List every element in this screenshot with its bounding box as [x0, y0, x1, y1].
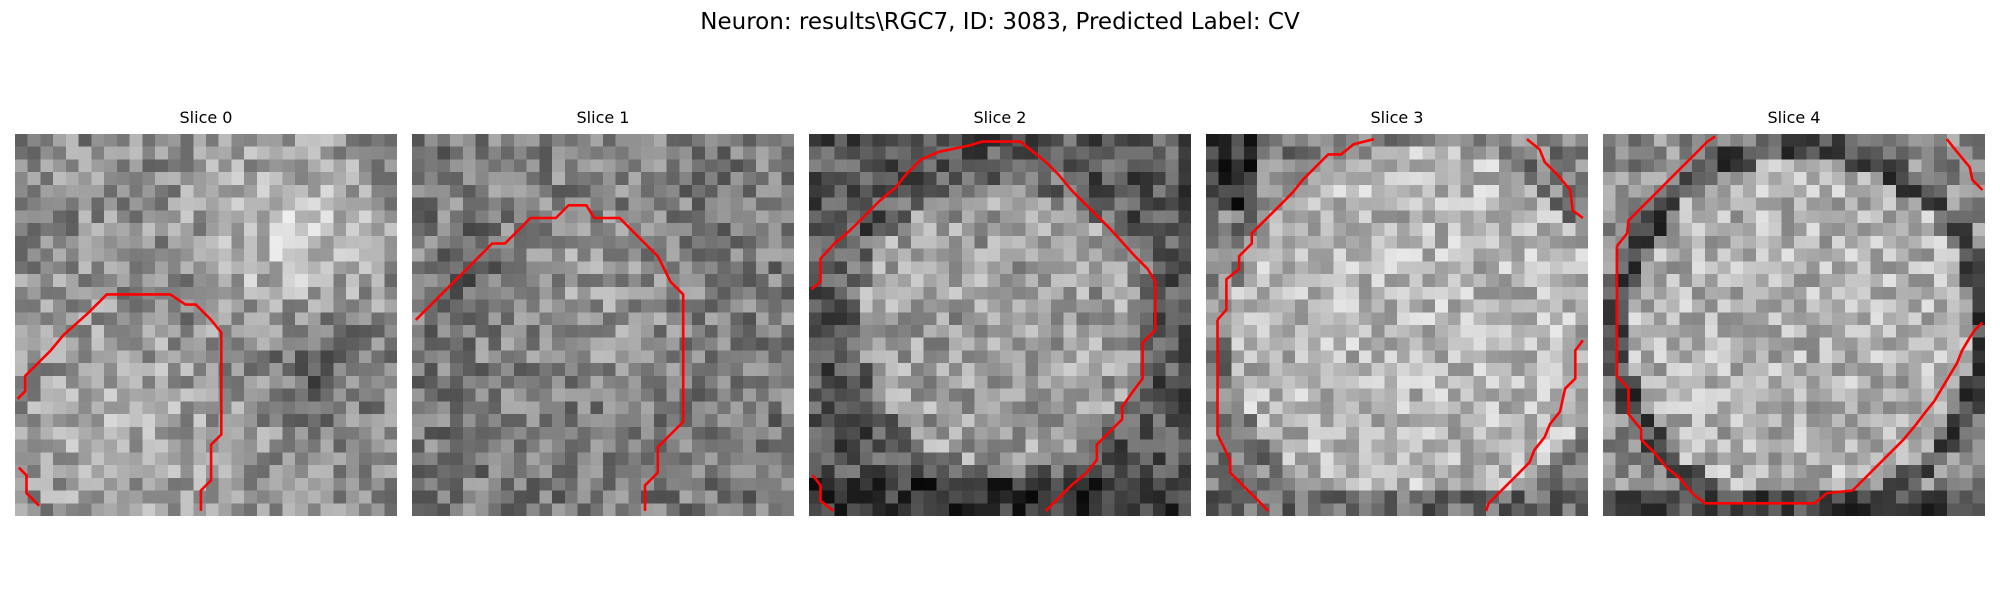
slice-title: Slice 0 — [179, 108, 233, 127]
slice-panel-2: Slice 2 — [809, 108, 1191, 520]
slice-image-3 — [1206, 134, 1588, 516]
slice-image-2 — [809, 134, 1191, 516]
slice-title: Slice 2 — [973, 108, 1027, 127]
contour-line — [1526, 138, 1584, 220]
slice-image-0 — [15, 134, 397, 516]
contour-line — [1615, 135, 1716, 247]
slice-image-1 — [412, 134, 794, 516]
slice-panel-4: Slice 4 — [1603, 108, 1985, 520]
contour-line — [810, 140, 1157, 512]
contour-line — [1945, 138, 1984, 191]
slice-panel-1: Slice 1 — [412, 108, 794, 520]
slice-panel-3: Slice 3 — [1206, 108, 1588, 520]
slice-image-4 — [1603, 134, 1985, 516]
slice-title: Slice 4 — [1767, 108, 1821, 127]
slice-title: Slice 3 — [1370, 108, 1424, 127]
contour-line — [1615, 246, 1984, 505]
contour-line — [811, 474, 835, 512]
contour-line — [17, 466, 41, 507]
contour-line — [1216, 137, 1375, 321]
contour-line — [16, 293, 223, 511]
slice-title: Slice 1 — [576, 108, 630, 127]
contour-line — [1484, 339, 1584, 512]
contour-line — [1216, 319, 1270, 512]
figure-title: Neuron: results\RGC7, ID: 3083, Predicte… — [700, 9, 1300, 35]
slice-panel-0: Slice 0 — [15, 108, 397, 520]
contour-line — [414, 204, 685, 511]
